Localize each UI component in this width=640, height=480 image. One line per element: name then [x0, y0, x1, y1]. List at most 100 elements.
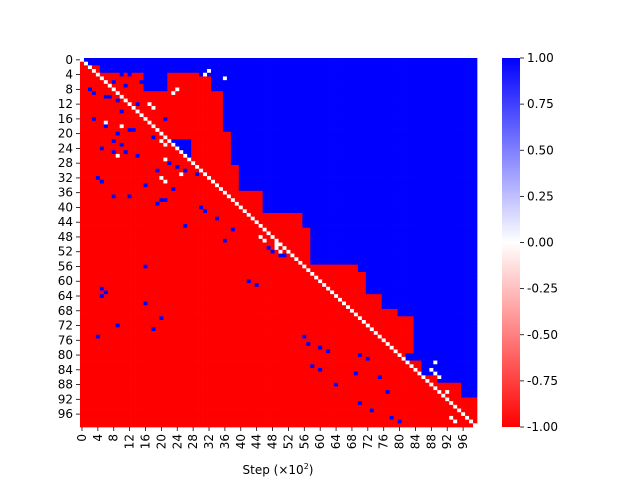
- heatmap-cell: [230, 212, 236, 218]
- heatmap-cell: [334, 124, 339, 129]
- heatmap-cell: [457, 146, 462, 151]
- heatmap-cell: [123, 238, 128, 243]
- heatmap-cell: [199, 124, 204, 129]
- heatmap-cell: [179, 238, 184, 243]
- heatmap-cell: [246, 83, 252, 88]
- heatmap-cell: [171, 98, 176, 103]
- heatmap-cell: [278, 201, 283, 206]
- heatmap-cell: [127, 176, 132, 181]
- heatmap-cell: [230, 69, 236, 74]
- heatmap-cell: [445, 205, 450, 210]
- heatmap-cell: [433, 216, 438, 221]
- heatmap-cell: [175, 135, 180, 140]
- heatmap-cell: [127, 161, 132, 166]
- heatmap-cell: [167, 172, 172, 177]
- heatmap-cell: [266, 161, 271, 166]
- heatmap-cell: [369, 220, 375, 225]
- heatmap-cell: [167, 80, 172, 85]
- heatmap-cell: [103, 165, 109, 170]
- heatmap-cell: [266, 153, 271, 158]
- heatmap-cell: [461, 212, 466, 218]
- heatmap-cell: [290, 58, 295, 63]
- heatmap-cell: [274, 205, 279, 210]
- heatmap-cell: [187, 117, 192, 122]
- heatmap-cell: [203, 179, 208, 184]
- heatmap-cell: [405, 83, 410, 88]
- heatmap-cell: [211, 102, 216, 107]
- heatmap-cell: [318, 102, 323, 107]
- heatmap-cell: [258, 94, 263, 99]
- heatmap-cell: [286, 168, 291, 173]
- heatmap-cell: [278, 146, 283, 151]
- heatmap-cell: [207, 201, 212, 206]
- heatmap-cell: [119, 83, 125, 88]
- heatmap-cell: [338, 194, 343, 199]
- heatmap-cell: [445, 216, 450, 221]
- heatmap-cell: [445, 179, 450, 184]
- heatmap-cell: [298, 120, 303, 125]
- heatmap-cell: [274, 187, 279, 192]
- heatmap-cell: [282, 187, 287, 192]
- heatmap-cell: [445, 172, 450, 177]
- heatmap-cell: [167, 83, 172, 88]
- heatmap-cell: [258, 131, 263, 136]
- heatmap-cell: [357, 187, 363, 192]
- heatmap-cell: [345, 212, 351, 218]
- heatmap-cell: [107, 238, 113, 243]
- heatmap-cell: [143, 124, 148, 129]
- heatmap-cell: [461, 72, 466, 77]
- heatmap-cell: [175, 65, 180, 70]
- heatmap-cell: [357, 117, 363, 122]
- heatmap-cell: [234, 58, 240, 63]
- heatmap-cell: [195, 161, 200, 166]
- heatmap-cell: [143, 80, 148, 85]
- heatmap-cell: [282, 76, 287, 81]
- heatmap-cell: [238, 190, 244, 195]
- heatmap-cell: [230, 150, 236, 155]
- heatmap-cell: [195, 72, 200, 77]
- heatmap-cell: [258, 176, 263, 181]
- heatmap-cell: [314, 58, 319, 63]
- heatmap-cell: [234, 161, 240, 166]
- heatmap-cell: [405, 69, 410, 74]
- heatmap-cell: [314, 91, 319, 96]
- heatmap-cell: [230, 235, 236, 240]
- heatmap-cell: [274, 176, 279, 181]
- heatmap-cell: [143, 231, 148, 236]
- heatmap-cell: [254, 168, 259, 173]
- heatmap-cell: [99, 224, 105, 229]
- heatmap-cell: [222, 153, 228, 158]
- heatmap-cell: [207, 198, 212, 203]
- heatmap-cell: [262, 161, 267, 166]
- heatmap-cell: [95, 87, 101, 92]
- heatmap-cell: [250, 105, 256, 111]
- heatmap-cell: [401, 139, 406, 144]
- heatmap-cell: [246, 105, 252, 111]
- heatmap-cell: [353, 135, 359, 140]
- heatmap-cell: [159, 153, 164, 158]
- heatmap-cell: [310, 142, 315, 147]
- heatmap-cell: [393, 179, 398, 184]
- heatmap-cell: [397, 102, 402, 107]
- heatmap-cell: [250, 201, 256, 206]
- heatmap-cell: [218, 146, 224, 151]
- heatmap-cell: [135, 69, 140, 74]
- heatmap-cell: [214, 235, 220, 240]
- heatmap-cell: [266, 135, 271, 140]
- heatmap-cell: [143, 190, 148, 195]
- heatmap-cell: [119, 183, 125, 188]
- heatmap-cell: [179, 135, 184, 140]
- heatmap-cell: [294, 91, 299, 96]
- heatmap-cell: [282, 139, 287, 144]
- heatmap-cell: [469, 80, 474, 85]
- heatmap-cell: [195, 135, 200, 140]
- heatmap-cell: [349, 183, 355, 188]
- heatmap-cell: [199, 91, 204, 96]
- heatmap-cell: [385, 76, 391, 81]
- heatmap-cell: [409, 80, 414, 85]
- heatmap-cell: [334, 227, 339, 232]
- heatmap-cell: [345, 216, 351, 221]
- heatmap-cell: [413, 150, 418, 155]
- heatmap-cell: [417, 80, 422, 85]
- heatmap-cell: [147, 150, 152, 155]
